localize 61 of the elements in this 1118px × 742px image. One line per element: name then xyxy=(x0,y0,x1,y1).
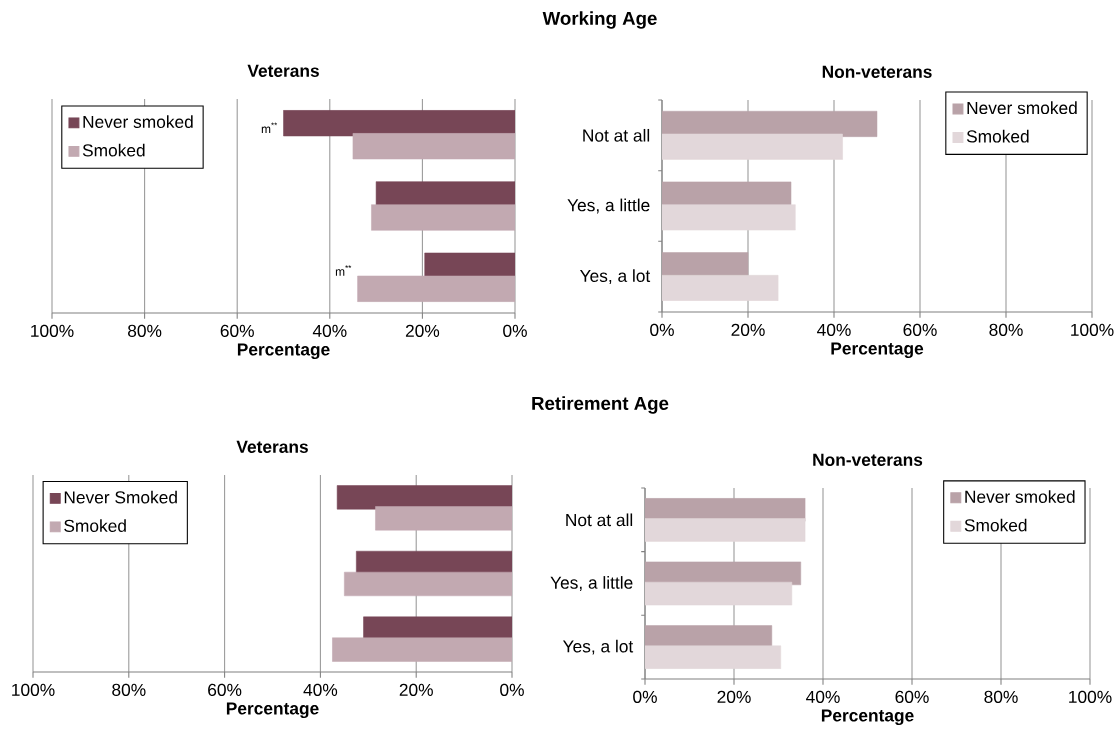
y-tick-label: Yes, a lot xyxy=(562,639,634,655)
x-tick-label: 80% xyxy=(984,690,1018,703)
x-tick-label: 60% xyxy=(220,324,254,337)
y-tick-label: Not at all xyxy=(566,513,633,527)
x-tick-label: 100% xyxy=(1071,323,1114,336)
bar xyxy=(336,485,512,510)
x-tick-label: 60% xyxy=(208,683,242,696)
annotation: m$^{**}$ xyxy=(261,122,278,134)
bar xyxy=(357,275,515,302)
chart-title: Veterans xyxy=(247,64,319,77)
chart-title: Non-veterans xyxy=(822,65,932,78)
x-tick-label: 40% xyxy=(303,683,338,696)
y-tick-label: Yes, a lot xyxy=(579,269,651,285)
legend-label: Smoked xyxy=(964,518,1027,532)
legend-label: Smoked xyxy=(966,129,1029,143)
x-tick-label: 60% xyxy=(895,690,929,703)
x-tick-label: 100% xyxy=(12,683,55,696)
chart-title: Non-veterans xyxy=(813,453,923,466)
bar xyxy=(375,506,512,531)
x-tick-label: 80% xyxy=(989,323,1023,336)
x-tick-label: 100% xyxy=(1069,690,1112,703)
bar xyxy=(352,133,515,160)
bar xyxy=(283,110,515,137)
x-axis-title: Percentage xyxy=(226,702,319,719)
bar xyxy=(645,645,781,670)
legend-label: Smoked xyxy=(82,143,145,157)
x-tick-label: 80% xyxy=(112,683,146,696)
bar xyxy=(371,204,515,231)
x-axis-title: Percentage xyxy=(831,342,924,359)
x-tick-label: 80% xyxy=(128,324,162,337)
x-tick-label: 20% xyxy=(731,323,765,336)
x-tick-label: 60% xyxy=(903,323,937,336)
bar xyxy=(645,518,806,542)
annotation: m$^{**}$ xyxy=(335,265,352,276)
x-tick-label: 0% xyxy=(500,683,524,696)
legend-label: Smoked xyxy=(64,519,126,532)
x-tick-label: 20% xyxy=(405,324,440,337)
y-tick-label: Yes, a little xyxy=(567,198,650,214)
x-tick-label: 20% xyxy=(399,683,433,696)
x-axis-title: Percentage xyxy=(237,343,330,360)
bar xyxy=(645,581,793,606)
bar xyxy=(344,571,512,597)
x-tick-label: 100% xyxy=(31,324,74,337)
chart-title: Veterans xyxy=(236,440,308,453)
x-tick-label: 40% xyxy=(312,324,347,337)
legend-label: Never smoked xyxy=(967,101,1077,115)
text: Retirement Age xyxy=(532,396,669,414)
legend-label: Never smoked xyxy=(965,490,1075,503)
legend-label: Never smoked xyxy=(83,115,193,129)
text: Working Age xyxy=(542,11,657,29)
x-tick-label: 40% xyxy=(817,323,851,336)
y-tick-label: Not at all xyxy=(583,128,650,142)
x-tick-label: 0% xyxy=(650,323,674,336)
x-tick-label: 0% xyxy=(503,324,527,337)
y-tick-label: Yes, a little xyxy=(550,576,633,591)
x-tick-label: 40% xyxy=(806,690,840,703)
bar xyxy=(332,637,512,662)
x-axis-title: Percentage xyxy=(821,709,914,726)
x-tick-label: 0% xyxy=(633,690,657,703)
x-tick-label: 20% xyxy=(717,690,751,703)
legend-label: Never Smoked xyxy=(64,490,177,504)
